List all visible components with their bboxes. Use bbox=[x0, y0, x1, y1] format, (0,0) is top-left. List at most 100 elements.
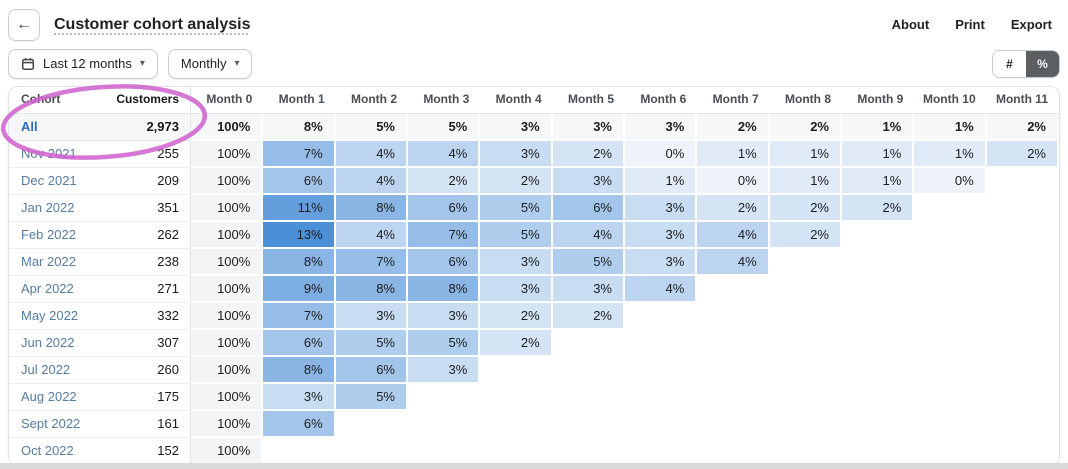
cohort-cell: Mar 2022 bbox=[9, 249, 101, 276]
empty-cell bbox=[914, 357, 987, 384]
retention-cell-month-10: 1% bbox=[914, 114, 987, 141]
cohort-link[interactable]: All bbox=[21, 119, 38, 134]
cohort-link[interactable]: Feb 2022 bbox=[21, 227, 76, 242]
chevron-down-icon: ▾ bbox=[139, 57, 145, 69]
retention-cell-month-4: 3% bbox=[480, 276, 553, 303]
column-header-month-2: Month 2 bbox=[335, 87, 408, 114]
cohort-cell: Feb 2022 bbox=[9, 222, 101, 249]
empty-cell bbox=[842, 303, 915, 330]
retention-cell-month-1: 8% bbox=[263, 249, 336, 276]
retention-cell-month-5: 2% bbox=[552, 303, 625, 330]
empty-cell bbox=[914, 411, 987, 438]
cohort-link[interactable]: Jun 2022 bbox=[21, 335, 75, 350]
empty-cell bbox=[914, 222, 987, 249]
retention-cell-month-4: 3% bbox=[480, 141, 553, 168]
date-range-dropdown[interactable]: Last 12 months ▾ bbox=[8, 48, 158, 79]
topbar-actions: About Print Export bbox=[892, 17, 1052, 32]
cohort-link[interactable]: Aug 2022 bbox=[21, 389, 77, 404]
retention-cell-month-7: 4% bbox=[697, 249, 770, 276]
empty-cell bbox=[986, 384, 1059, 411]
retention-cell-month-5: 5% bbox=[552, 249, 625, 276]
toggle-percent-option[interactable]: % bbox=[1026, 50, 1059, 77]
empty-cell bbox=[769, 411, 842, 438]
cohort-table-card: Cohort Customers Month 0 Month 1 Month 2 Mont… bbox=[8, 86, 1060, 466]
cohort-link[interactable]: Oct 2022 bbox=[21, 443, 74, 458]
empty-cell bbox=[986, 438, 1059, 465]
cohort-link[interactable]: Apr 2022 bbox=[21, 281, 74, 296]
retention-cell-month-5: 3% bbox=[552, 114, 625, 141]
about-link[interactable]: About bbox=[891, 17, 930, 32]
retention-cell-month-11: 2% bbox=[986, 114, 1059, 141]
table-row: Dec 2021 209 100% 6% 4% 2% 2% 3% 1% 0% 1% 1% 0% bbox=[9, 168, 1059, 195]
print-link[interactable]: Print bbox=[955, 17, 985, 32]
export-link[interactable]: Export bbox=[1010, 17, 1052, 32]
retention-cell-month-0: 100% bbox=[191, 357, 264, 384]
empty-cell bbox=[986, 411, 1059, 438]
column-header-month-4: Month 4 bbox=[480, 87, 553, 114]
retention-cell-month-3: 3% bbox=[408, 303, 481, 330]
retention-cell-month-1: 6% bbox=[263, 330, 336, 357]
cohort-link[interactable]: Sept 2022 bbox=[21, 416, 81, 431]
retention-cell-month-5: 4% bbox=[552, 222, 625, 249]
retention-cell-month-6: 3% bbox=[625, 114, 698, 141]
table-row: Jan 2022 351 100% 11% 8% 6% 5% 6% 3% 2% 2% 2% bbox=[9, 195, 1059, 222]
column-header-month-9: Month 9 bbox=[842, 87, 915, 114]
retention-cell-month-11: 2% bbox=[986, 141, 1059, 168]
retention-cell-month-2: 3% bbox=[335, 303, 408, 330]
retention-cell-month-0: 100% bbox=[191, 276, 264, 303]
retention-cell-month-3: 2% bbox=[408, 168, 481, 195]
empty-cell bbox=[552, 357, 625, 384]
cohort-cell: Jan 2022 bbox=[9, 195, 101, 222]
column-header-month-1: Month 1 bbox=[263, 87, 336, 114]
cohort-link[interactable]: Nov 2021 bbox=[21, 146, 77, 161]
column-header-month-7: Month 7 bbox=[697, 87, 770, 114]
cohort-cell: Jul 2022 bbox=[9, 357, 101, 384]
empty-cell bbox=[552, 384, 625, 411]
retention-cell-month-1: 9% bbox=[263, 276, 336, 303]
empty-cell bbox=[480, 384, 553, 411]
empty-cell bbox=[480, 357, 553, 384]
customers-cell: 161 bbox=[101, 411, 191, 438]
cohort-link[interactable]: Jul 2022 bbox=[21, 362, 71, 377]
cohort-link[interactable]: Mar 2022 bbox=[21, 254, 76, 269]
toggle-number-option[interactable]: # bbox=[993, 50, 1026, 77]
column-header-month-5: Month 5 bbox=[552, 87, 625, 114]
retention-cell-month-0: 100% bbox=[191, 303, 264, 330]
table-row: Aug 2022 175 100% 3% 5% bbox=[9, 384, 1059, 411]
empty-cell bbox=[625, 357, 698, 384]
back-button[interactable]: ← bbox=[8, 8, 40, 41]
retention-cell-month-9: 2% bbox=[842, 195, 915, 222]
customers-cell: 260 bbox=[101, 357, 191, 384]
empty-cell bbox=[769, 330, 842, 357]
retention-cell-month-0: 100% bbox=[191, 195, 264, 222]
empty-cell bbox=[986, 276, 1059, 303]
cohort-link[interactable]: May 2022 bbox=[21, 308, 79, 323]
empty-cell bbox=[769, 249, 842, 276]
granularity-dropdown[interactable]: Monthly ▾ bbox=[167, 48, 253, 79]
empty-cell bbox=[769, 357, 842, 384]
cohort-cell: Nov 2021 bbox=[9, 141, 101, 168]
empty-cell bbox=[986, 168, 1059, 195]
empty-cell bbox=[335, 411, 408, 438]
back-arrow-icon: ← bbox=[16, 15, 32, 33]
column-header-month-3: Month 3 bbox=[408, 87, 481, 114]
retention-cell-month-6: 3% bbox=[625, 195, 698, 222]
empty-cell bbox=[986, 330, 1059, 357]
retention-cell-month-9: 1% bbox=[842, 168, 915, 195]
empty-cell bbox=[842, 276, 915, 303]
cohort-link[interactable]: Jan 2022 bbox=[21, 200, 75, 215]
retention-cell-month-5: 6% bbox=[552, 195, 625, 222]
empty-cell bbox=[625, 384, 698, 411]
retention-cell-month-10: 0% bbox=[914, 168, 987, 195]
retention-cell-month-7: 2% bbox=[697, 195, 770, 222]
cohort-cell: Jun 2022 bbox=[9, 330, 101, 357]
empty-cell bbox=[986, 195, 1059, 222]
empty-cell bbox=[697, 303, 770, 330]
cohort-link[interactable]: Dec 2021 bbox=[21, 173, 77, 188]
retention-cell-month-0: 100% bbox=[191, 384, 264, 411]
customers-cell: 351 bbox=[101, 195, 191, 222]
retention-cell-month-9: 1% bbox=[842, 141, 915, 168]
retention-cell-month-1: 11% bbox=[263, 195, 336, 222]
date-range-label: Last 12 months bbox=[43, 56, 132, 71]
retention-cell-month-3: 6% bbox=[408, 249, 481, 276]
